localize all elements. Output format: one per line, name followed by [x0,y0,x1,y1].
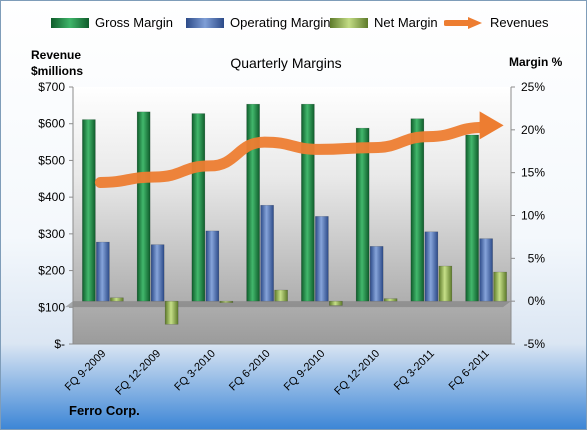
bar-operating-margin [150,244,165,302]
bar-net-margin [164,300,179,325]
bar-operating-margin [205,230,220,302]
left-tick-label: $700 [38,80,65,94]
bar-gross-margin [465,134,479,302]
chart-title: Quarterly Margins [230,55,342,71]
bar-operating-margin [369,246,384,302]
right-tick-label: 20% [521,123,545,137]
right-tick-label: 15% [521,166,545,180]
bar-net-margin [438,265,453,302]
bar-net-margin [110,297,124,302]
bar-net-margin [274,289,288,302]
bar-gross-margin [246,103,260,302]
right-tick-label: 0% [528,294,546,308]
revenues-arrowhead [479,111,504,140]
bar-gross-margin [136,111,151,302]
legend: Gross Margin Operating Margin Net Margin… [1,15,586,35]
right-tick-label: 25% [521,80,545,94]
left-tick-label: $200 [38,264,65,278]
left-tick-label: $600 [38,117,65,131]
x-tick-label: FQ 3-2010 [172,348,218,394]
right-tick-label: 10% [521,209,545,223]
legend-gross-margin: Gross Margin [51,15,173,30]
x-tick-label: FQ 6-2010 [227,348,273,394]
company-footer: Ferro Corp. [69,403,140,418]
bar-operating-margin [424,231,439,302]
legend-swatch-revenues [444,16,482,29]
left-tick-label: $300 [38,227,65,241]
revenues-line [94,119,490,188]
bar-gross-margin [355,127,370,302]
left-tick-label: $- [54,337,65,351]
legend-net-margin: Net Margin [330,15,438,30]
bar-net-margin [383,298,398,302]
bar-operating-margin [260,204,274,302]
x-tick-label: FQ 9-2010 [282,348,328,394]
bar-gross-margin [82,119,96,302]
legend-label-revenues: Revenues [490,15,549,30]
bar-net-margin [493,271,507,302]
left-tick-label: $100 [38,300,65,314]
left-tick-label: $500 [38,153,65,167]
x-tick-label: FQ 3-2011 [392,348,437,393]
legend-label-gross: Gross Margin [95,15,174,30]
left-tick-label: $400 [38,190,65,204]
bar-gross-margin [301,103,315,302]
legend-swatch-gross [51,17,89,28]
legend-label-net: Net Margin [374,15,438,30]
legend-swatch-net [330,17,368,28]
bar-operating-margin [315,216,329,302]
bar-net-margin [329,300,343,306]
legend-swatch-operating [186,17,224,28]
right-tick-label: 5% [528,251,546,265]
left-axis-title: Revenue $millions [31,48,84,78]
right-tick-label: -5% [524,337,546,351]
bar-net-margin [219,300,234,303]
x-tick-label: FQ 9-2009 [63,348,109,394]
legend-operating-margin: Operating Margin [186,15,330,30]
x-tick-label: FQ 6-2011 [447,348,492,393]
x-tick-label: FQ 12-2010 [332,348,382,398]
legend-label-operating: Operating Margin [230,15,331,30]
floor [65,301,511,308]
bar-gross-margin [410,118,425,302]
x-tick-label: FQ 12-2009 [113,348,163,398]
bar-operating-margin [479,238,493,302]
bar-operating-margin [96,241,110,302]
bar-gross-margin [191,113,206,302]
right-axis-title: Margin % [509,55,563,69]
legend-revenues: Revenues [444,15,549,30]
